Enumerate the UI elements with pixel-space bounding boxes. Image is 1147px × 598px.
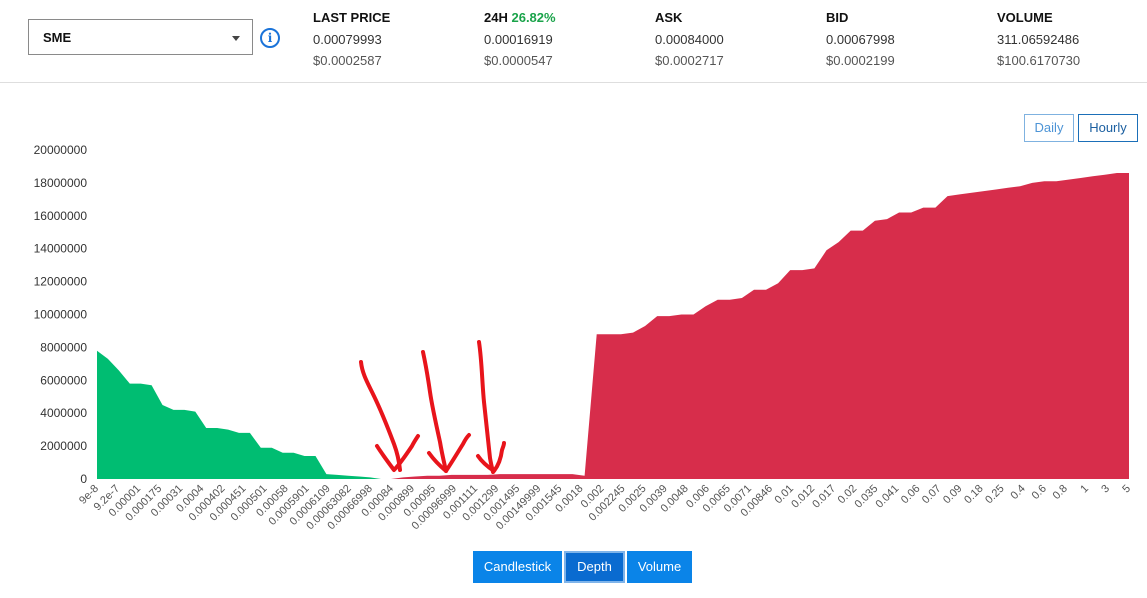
y-tick-label: 4000000 [40,406,87,420]
tab-volume[interactable]: Volume [627,551,692,583]
x-tick-label: 3 [1099,483,1112,496]
stat-24h-change: 24H 26.82% 0.00016919 $0.0000547 [484,10,556,68]
y-tick-label: 18000000 [34,176,88,190]
y-tick-label: 2000000 [40,439,87,453]
stat-value: 0.00067998 [826,32,895,47]
y-tick-label: 6000000 [40,373,87,387]
stat-value: 0.00079993 [313,32,382,47]
y-tick-label: 16000000 [34,209,88,223]
annotation-arrow [427,433,471,473]
stat-value: 0.00084000 [655,32,724,47]
y-tick-label: 20000000 [34,143,88,157]
x-axis: 9e-89.2e-70.000010.0001750.000310.00040.… [77,483,1133,533]
stat-volume: VOLUME 311.06592486 $100.6170730 [997,10,1080,68]
annotation-arrow [477,340,495,474]
stat-value: 311.06592486 [997,32,1080,47]
y-tick-label: 14000000 [34,242,88,256]
stat-usd: $0.0002199 [826,53,895,68]
tab-candlestick[interactable]: Candlestick [473,551,562,583]
y-tick-label: 12000000 [34,275,88,289]
x-tick-label: 0.25 [983,483,1007,507]
y-tick-label: 8000000 [40,340,87,354]
market-select-value: SME [43,30,72,45]
stat-label: BID [826,10,849,25]
annotation-arrow [359,360,402,472]
market-header: SME i LAST PRICE 0.00079993 $0.0002587 2… [0,0,1147,83]
stat-bid: BID 0.00067998 $0.0002199 [826,10,895,68]
market-select[interactable]: SME [28,19,253,55]
asks-area [391,173,1129,479]
annotation-arrow [421,350,448,473]
stat-usd: $0.0002717 [655,53,724,68]
x-tick-label: 0.035 [852,483,880,511]
chevron-down-icon [232,36,240,41]
x-tick-label: 0.017 [810,483,838,511]
x-tick-label: 0.09 [941,483,965,507]
y-tick-label: 0 [80,472,87,486]
stat-usd: $0.0000547 [484,53,553,68]
depth-areas [97,173,1129,479]
stat-last-price: LAST PRICE 0.00079993 $0.0002587 [313,10,390,68]
stat-ask: ASK 0.00084000 $0.0002717 [655,10,724,68]
x-tick-label: 0.8 [1051,483,1070,502]
stat-usd: $100.6170730 [997,53,1081,68]
annotation-arrow [375,434,420,472]
x-tick-label: 0.012 [789,483,817,511]
daily-button[interactable]: Daily [1024,114,1074,142]
x-tick-label: 0.6 [1030,483,1049,502]
annotation-arrows [359,340,506,474]
x-tick-label: 0.041 [873,483,901,511]
stat-label: LAST PRICE [313,10,391,25]
x-tick-label: 0.07 [920,483,944,507]
stat-label: ASK [655,10,683,25]
info-icon[interactable]: i [260,28,280,48]
y-axis: 2000000018000000160000001400000012000000… [34,143,88,486]
tab-depth[interactable]: Depth [564,551,625,583]
bids-area [97,350,381,479]
x-tick-label: 0.06 [899,483,923,507]
stat-value: 0.00016919 [484,32,553,47]
stat-usd: $0.0002587 [313,53,382,68]
change-percent: 26.82% [511,10,556,25]
stat-label: 24H 26.82% [484,10,556,26]
stat-label: VOLUME [997,10,1053,25]
x-tick-label: 0.18 [962,483,986,507]
stat-label-text: 24H [484,10,508,25]
depth-chart: 2000000018000000160000001400000012000000… [34,143,1134,533]
x-tick-label: 1 [1078,483,1091,496]
y-tick-label: 10000000 [34,308,88,322]
hourly-button[interactable]: Hourly [1078,114,1138,142]
annotation-arrow [476,441,506,473]
x-tick-label: 5 [1120,483,1133,496]
x-tick-label: 0.4 [1009,483,1028,502]
